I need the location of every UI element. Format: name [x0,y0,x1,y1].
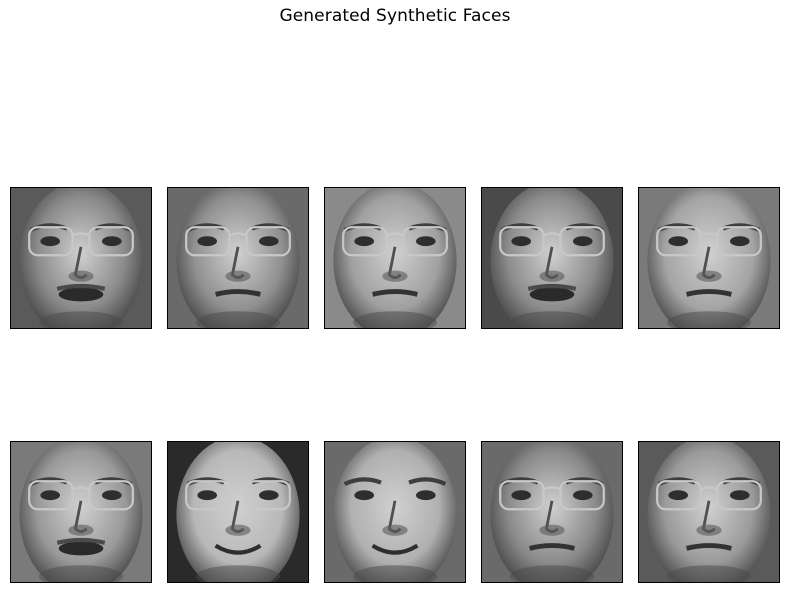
face-image-3 [324,187,466,329]
face-image-7 [167,441,309,583]
face-image-2 [167,187,309,329]
face-image-1 [10,187,152,329]
figure-title: Generated Synthetic Faces [279,6,511,26]
face-image-5 [638,187,780,329]
face-image-10 [638,441,780,583]
face-image-8 [324,441,466,583]
face-image-4 [481,187,623,329]
face-image-9 [481,441,623,583]
face-image-6 [10,441,152,583]
